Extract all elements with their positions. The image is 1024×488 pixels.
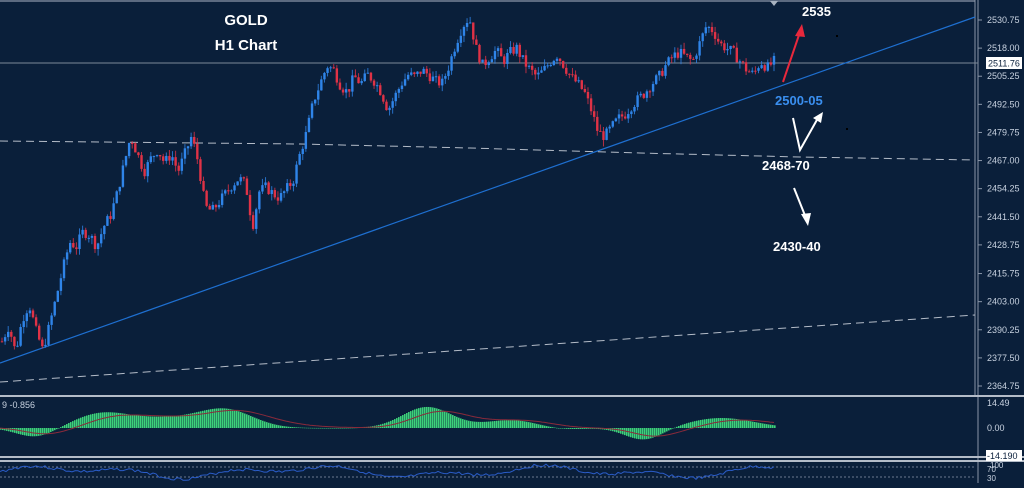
macd-histogram bbox=[0, 406, 776, 440]
price-tick: 2530.75 bbox=[987, 15, 1020, 25]
current-price-tag bbox=[986, 57, 1022, 69]
price-tick: 2467.00 bbox=[987, 156, 1020, 166]
macd-bottom-tag: -14.190 bbox=[987, 451, 1018, 461]
price-tick: 2377.50 bbox=[987, 353, 1020, 363]
rsi-100-tick: 100 bbox=[990, 461, 1004, 470]
bounce-arrow-icon bbox=[792, 117, 819, 153]
down-arrowhead-icon bbox=[801, 213, 811, 226]
price-tick: 2403.00 bbox=[987, 297, 1020, 307]
support-2468-label: 2468-70 bbox=[762, 158, 810, 173]
up-arrow-icon bbox=[782, 31, 801, 83]
macd-top-tick: 14.49 bbox=[987, 398, 1010, 408]
price-tick: 2390.25 bbox=[987, 325, 1020, 335]
price-tick: 2441.50 bbox=[987, 212, 1020, 222]
price-axis: 2530.75 2518.00 2505.25 2492.50 2479.75 2467.… bbox=[978, 15, 1020, 391]
down-arrow-icon bbox=[793, 187, 807, 219]
support-dashed-line[interactable] bbox=[0, 140, 976, 161]
lower-channel-line[interactable] bbox=[0, 314, 976, 383]
scroll-marker-icon bbox=[770, 1, 778, 6]
price-tick: 2428.75 bbox=[987, 240, 1020, 250]
rsi-line bbox=[0, 463, 775, 481]
price-tick: 2518.00 bbox=[987, 43, 1020, 53]
current-price-text: 2511.76 bbox=[988, 59, 1020, 69]
macd-label: 9 -0.856 bbox=[2, 400, 35, 410]
target-2535-label: 2535 bbox=[802, 4, 831, 19]
macd-signal-line bbox=[0, 409, 775, 437]
rsi-30-tick: 30 bbox=[987, 474, 996, 483]
chart-title: GOLD bbox=[224, 12, 267, 29]
price-tick: 2454.25 bbox=[987, 184, 1020, 194]
support-2500-label: 2500-05 bbox=[775, 93, 823, 108]
ascending-trendline[interactable] bbox=[0, 16, 976, 364]
price-tick: 2492.50 bbox=[987, 99, 1020, 109]
price-tick: 2479.75 bbox=[987, 127, 1020, 137]
rsi-70-tick: 70 bbox=[987, 465, 996, 474]
up-arrowhead-icon bbox=[795, 24, 805, 37]
price-tick: 2415.75 bbox=[987, 269, 1020, 279]
price-tick: 2364.75 bbox=[987, 381, 1020, 391]
bounce-arrowhead-icon bbox=[813, 112, 823, 123]
candlesticks bbox=[0, 16, 776, 350]
macd-zero-tick: 0.00 bbox=[987, 423, 1005, 433]
support-2430-label: 2430-40 bbox=[773, 239, 821, 254]
price-tick: 2505.25 bbox=[987, 71, 1020, 81]
chart-subtitle: H1 Chart bbox=[215, 37, 278, 54]
